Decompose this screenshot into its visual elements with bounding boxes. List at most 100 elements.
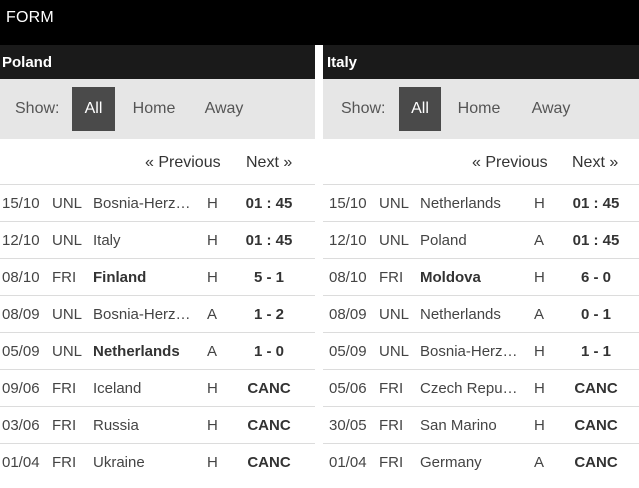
competition: FRI <box>379 454 404 471</box>
home-away-indicator: H <box>207 380 218 397</box>
pager: « Previous Next » <box>323 139 639 184</box>
competition: FRI <box>52 269 77 286</box>
match-score: 5 - 1 <box>253 269 284 286</box>
match-row[interactable]: 05/09 UNL Bosnia-Herzegovina H 1 - 1 <box>323 332 639 369</box>
match-row[interactable]: 08/09 UNL Netherlands A 0 - 1 <box>323 295 639 332</box>
competition: FRI <box>379 380 404 397</box>
home-away-indicator: H <box>207 454 218 471</box>
match-date: 05/06 <box>329 380 367 397</box>
home-away-indicator: H <box>534 269 545 286</box>
match-row[interactable]: 09/06 FRI Iceland H CANC <box>0 369 315 406</box>
competition: UNL <box>379 343 410 360</box>
match-date: 01/04 <box>329 454 367 471</box>
match-score: 0 - 1 <box>580 306 611 323</box>
competition: FRI <box>52 454 77 471</box>
team-header: Poland <box>0 45 315 79</box>
match-date: 03/06 <box>2 417 40 434</box>
match-row[interactable]: 12/10 UNL Italy H 01 : 45 <box>0 221 315 258</box>
team-name: Italy <box>327 54 358 71</box>
match-date: 08/09 <box>329 306 367 323</box>
panel-divider <box>315 45 323 488</box>
match-row[interactable]: 05/06 FRI Czech Republic H CANC <box>323 369 639 406</box>
match-date: 08/10 <box>329 269 367 286</box>
show-label: Show: <box>341 100 386 117</box>
match-row[interactable]: 03/06 FRI Russia H CANC <box>0 406 315 443</box>
next-link[interactable]: Next » <box>246 154 293 171</box>
opponent-name: Bosnia-Herzegovina <box>93 306 198 323</box>
home-away-indicator: A <box>207 306 218 323</box>
match-date: 15/10 <box>329 195 367 212</box>
match-score: 01 : 45 <box>245 195 293 212</box>
match-row[interactable]: 15/10 UNL Netherlands H 01 : 45 <box>323 184 639 221</box>
filter-all-button[interactable]: All <box>399 87 441 131</box>
opponent-name: Finland <box>93 269 147 286</box>
filter-all-button[interactable]: All <box>72 87 115 131</box>
match-row[interactable]: 08/10 FRI Moldova H 6 - 0 <box>323 258 639 295</box>
opponent-name: Germany <box>420 454 482 471</box>
match-date: 12/10 <box>329 232 367 249</box>
opponent-name: Netherlands <box>420 306 501 323</box>
match-row[interactable]: 01/04 FRI Ukraine H CANC <box>0 443 315 480</box>
home-away-indicator: H <box>207 417 218 434</box>
home-away-indicator: H <box>534 343 545 360</box>
match-row[interactable]: 12/10 UNL Poland A 01 : 45 <box>323 221 639 258</box>
filter-bar: Show: All Home Away <box>323 79 639 139</box>
match-date: 01/04 <box>2 454 40 471</box>
match-date: 08/10 <box>2 269 40 286</box>
filter-bar: Show: All Home Away <box>0 79 315 139</box>
match-date: 30/05 <box>329 417 367 434</box>
competition: UNL <box>52 232 83 249</box>
previous-link[interactable]: « Previous <box>145 154 221 171</box>
match-score: 1 - 0 <box>253 343 284 360</box>
competition: FRI <box>52 417 77 434</box>
match-list: 15/10 UNL Bosnia-Herzegovina H 01 : 45 12/10 U… <box>0 184 315 480</box>
previous-link[interactable]: « Previous <box>472 154 548 171</box>
home-away-indicator: H <box>207 232 218 249</box>
opponent-name: Bosnia-Herzegovina <box>93 195 198 212</box>
opponent-name: Netherlands <box>420 195 501 212</box>
competition: FRI <box>379 417 404 434</box>
match-date: 08/09 <box>2 306 40 323</box>
opponent-name: Ukraine <box>93 454 145 471</box>
competition: FRI <box>52 380 77 397</box>
match-score: 1 - 2 <box>253 306 284 323</box>
match-score: CANC <box>574 417 618 434</box>
match-row[interactable]: 05/09 UNL Netherlands A 1 - 0 <box>0 332 315 369</box>
match-score: 1 - 1 <box>580 343 611 360</box>
home-away-indicator: H <box>207 269 218 286</box>
competition: UNL <box>379 232 410 249</box>
match-score: 6 - 0 <box>580 269 611 286</box>
match-score: 01 : 45 <box>572 232 620 249</box>
match-row[interactable]: 30/05 FRI San Marino H CANC <box>323 406 639 443</box>
match-row[interactable]: 15/10 UNL Bosnia-Herzegovina H 01 : 45 <box>0 184 315 221</box>
match-row[interactable]: 01/04 FRI Germany A CANC <box>323 443 639 480</box>
filter-home-button[interactable]: Home <box>457 100 501 117</box>
match-row[interactable]: 08/10 FRI Finland H 5 - 1 <box>0 258 315 295</box>
competition: FRI <box>379 269 404 286</box>
match-date: 05/09 <box>329 343 367 360</box>
filter-away-button[interactable]: Away <box>531 100 571 117</box>
match-date: 12/10 <box>2 232 40 249</box>
team-name: Poland <box>2 54 53 71</box>
filter-away-button[interactable]: Away <box>204 100 244 117</box>
opponent-name: Moldova <box>420 269 481 286</box>
match-date: 15/10 <box>2 195 40 212</box>
match-row[interactable]: 08/09 UNL Bosnia-Herzegovina A 1 - 2 <box>0 295 315 332</box>
match-score: CANC <box>247 454 291 471</box>
match-list: 15/10 UNL Netherlands H 01 : 45 12/10 UNL Polan… <box>323 184 639 480</box>
match-score: 01 : 45 <box>572 195 620 212</box>
opponent-name: Russia <box>93 417 139 434</box>
filter-home-button[interactable]: Home <box>132 100 176 117</box>
competition: UNL <box>52 343 83 360</box>
match-date: 05/09 <box>2 343 40 360</box>
opponent-name: San Marino <box>420 417 497 434</box>
match-score: 01 : 45 <box>245 232 293 249</box>
opponent-name: Iceland <box>93 380 142 397</box>
opponent-name: Italy <box>93 232 121 249</box>
next-link[interactable]: Next » <box>572 154 619 171</box>
italy-form-panel: Italy Show: All Home Away « Previous Nex… <box>323 45 639 488</box>
competition: UNL <box>52 306 83 323</box>
show-label: Show: <box>15 100 60 117</box>
form-title: FORM <box>6 9 54 26</box>
home-away-indicator: A <box>534 306 545 323</box>
